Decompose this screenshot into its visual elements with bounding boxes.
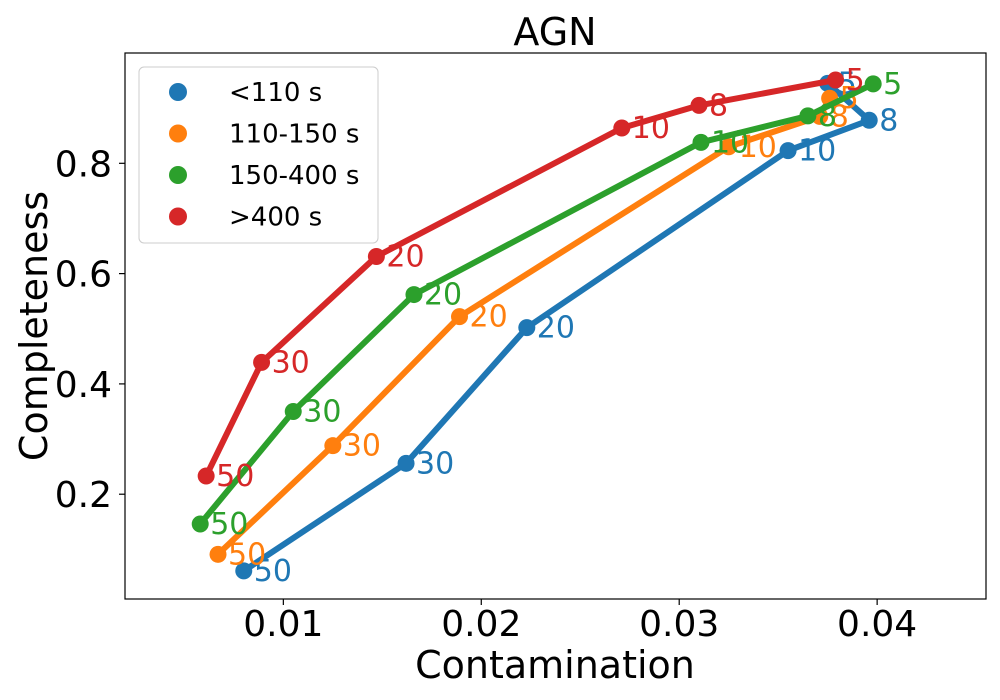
- data-point: [779, 142, 797, 160]
- data-point-label: 10: [798, 134, 836, 169]
- x-tick-label: 0.01: [243, 604, 323, 645]
- series-line: [203, 77, 837, 478]
- data-point-label: 20: [424, 278, 462, 313]
- legend: <110 s 110-150 s 150-400 s >400 s: [138, 66, 379, 244]
- legend-label: 110-150 s: [229, 120, 359, 150]
- data-point-label: 5: [846, 63, 865, 98]
- data-point: [692, 133, 710, 151]
- series-line: [197, 81, 875, 526]
- data-point: [613, 119, 631, 137]
- data-point-label: 8: [830, 99, 849, 134]
- data-point: [864, 75, 882, 93]
- data-point: [209, 545, 227, 563]
- data-point-label: 8: [879, 103, 898, 138]
- y-tick-label: 0.8: [55, 144, 112, 185]
- data-point: [324, 437, 342, 455]
- data-point-label: 30: [416, 446, 454, 481]
- legend-marker: [169, 83, 187, 101]
- data-point: [367, 248, 385, 266]
- data-point: [253, 353, 271, 371]
- legend-box: [138, 66, 379, 244]
- x-axis-label: Contamination: [415, 643, 695, 687]
- y-tick-label: 0.6: [55, 255, 112, 296]
- y-axis-label: Completeness: [12, 191, 56, 461]
- data-point-label: 20: [537, 311, 575, 346]
- legend-label: 150-400 s: [229, 161, 359, 191]
- data-point-label: 50: [210, 507, 248, 542]
- data-point-label: 8: [709, 88, 728, 123]
- data-point: [720, 138, 738, 156]
- data-point: [397, 454, 415, 472]
- legend-label: >400 s: [229, 203, 322, 233]
- legend-marker: [169, 166, 187, 184]
- data-point: [235, 562, 253, 580]
- data-point: [827, 71, 845, 89]
- data-point: [284, 402, 302, 420]
- data-point-label: 10: [739, 130, 777, 165]
- data-point-label: 10: [711, 125, 749, 160]
- data-point: [799, 107, 817, 125]
- data-point-label: 50: [228, 537, 266, 572]
- data-point: [860, 111, 878, 129]
- data-point: [518, 319, 536, 337]
- data-point-label: 30: [303, 394, 341, 429]
- legend-marker: [169, 124, 187, 143]
- x-tick-label: 0.04: [837, 604, 917, 645]
- data-point-label: 20: [386, 240, 424, 275]
- data-point-label: 50: [216, 459, 254, 494]
- data-point-label: 10: [632, 111, 670, 146]
- plot-frame: [124, 52, 987, 600]
- data-point-label: 30: [272, 345, 310, 380]
- data-point: [197, 467, 215, 485]
- data-point: [690, 96, 708, 114]
- x-tick-label: 0.02: [441, 604, 521, 645]
- chart-title: AGN: [513, 10, 596, 54]
- y-tick-label: 0.4: [55, 365, 112, 406]
- x-axis: 0.01 0.02 0.03 0.04: [243, 599, 917, 645]
- data-point-label: 5: [883, 67, 902, 102]
- data-point-label: 8: [818, 99, 837, 134]
- data-point-label: 30: [343, 429, 381, 464]
- data-point: [191, 515, 209, 533]
- x-tick-label: 0.03: [639, 604, 719, 645]
- legend-marker: [169, 207, 187, 226]
- data-point-label: 20: [470, 300, 508, 335]
- y-tick-label: 0.2: [55, 475, 112, 516]
- data-point-label: 50: [254, 554, 292, 589]
- data-point: [451, 308, 469, 326]
- data-point: [405, 286, 423, 304]
- series-line: [242, 81, 873, 574]
- y-axis: 0.2 0.4 0.6 0.8: [55, 144, 125, 516]
- legend-label: <110 s: [229, 78, 322, 108]
